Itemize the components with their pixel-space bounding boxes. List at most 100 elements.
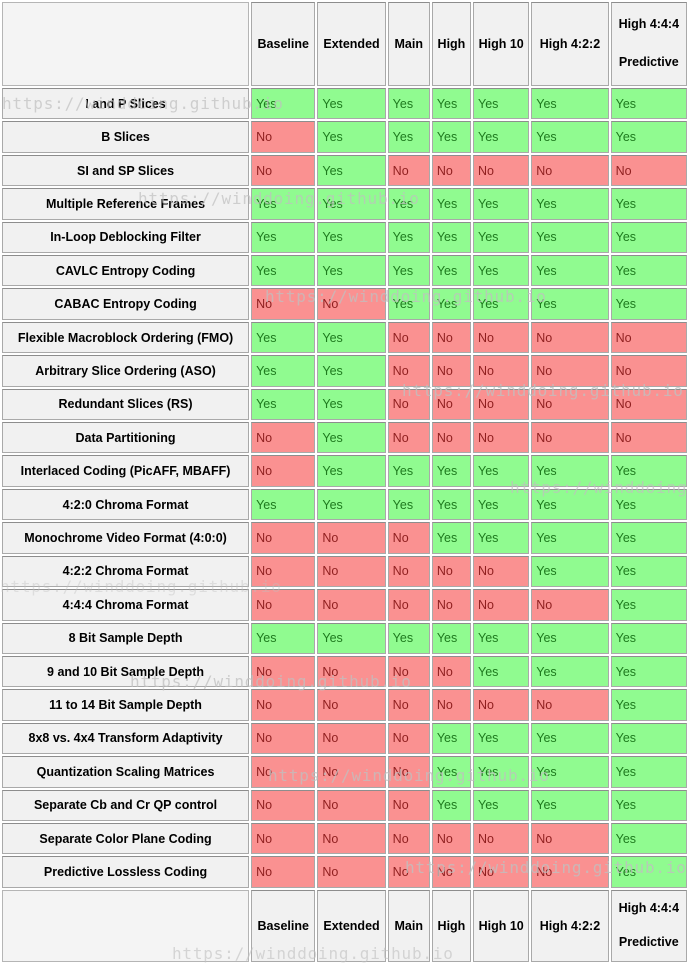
- yes-cell: Yes: [473, 789, 530, 821]
- yes-cell: Yes: [251, 88, 316, 120]
- yes-cell: Yes: [531, 88, 609, 120]
- feature-row: 8x8 vs. 4x4 Transform Adaptivity No No No Ye…: [2, 722, 687, 755]
- no-cell: No: [531, 422, 609, 454]
- no-cell: No: [610, 388, 687, 421]
- yes-cell: Yes: [387, 255, 430, 287]
- no-cell: No: [431, 321, 472, 354]
- yes-cell: Yes: [387, 121, 430, 153]
- no-cell: No: [531, 321, 609, 354]
- no-cell: No: [387, 589, 430, 621]
- feature-label: Quantization Scaling Matrices: [2, 756, 250, 788]
- no-cell: No: [317, 789, 386, 821]
- no-cell: No: [473, 555, 530, 588]
- no-cell: No: [387, 722, 430, 755]
- yes-cell: Yes: [387, 88, 430, 120]
- no-cell: No: [431, 589, 472, 621]
- yes-cell: Yes: [251, 488, 316, 521]
- feature-label: Interlaced Coding (PicAFF, MBAFF): [2, 455, 250, 487]
- profile-column-label: High 10: [478, 37, 524, 51]
- profile-column-label: Main: [394, 37, 423, 51]
- feature-label: CAVLC Entropy Coding: [2, 255, 250, 287]
- no-cell: No: [387, 321, 430, 354]
- yes-cell: Yes: [610, 622, 687, 654]
- no-cell: No: [431, 154, 472, 187]
- profile-column-label: Baseline: [257, 919, 309, 933]
- yes-cell: Yes: [251, 321, 316, 354]
- footer-profile-high-4-2-2: High 4:2:2: [531, 890, 609, 962]
- no-cell: No: [531, 856, 609, 888]
- no-cell: No: [431, 689, 472, 721]
- yes-cell: Yes: [317, 221, 386, 254]
- yes-cell: Yes: [473, 488, 530, 521]
- feature-row: Separate Color Plane Coding No No No No No No Y…: [2, 822, 687, 855]
- header-profile-high: High: [431, 2, 472, 86]
- no-cell: No: [473, 355, 530, 387]
- header-profile-extended: Extended: [317, 2, 386, 86]
- no-cell: No: [317, 856, 386, 888]
- no-cell: No: [531, 589, 609, 621]
- yes-cell: Yes: [531, 288, 609, 320]
- no-cell: No: [387, 822, 430, 855]
- yes-cell: Yes: [317, 422, 386, 454]
- yes-cell: Yes: [473, 255, 530, 287]
- yes-cell: Yes: [531, 455, 609, 487]
- yes-cell: Yes: [531, 789, 609, 821]
- yes-cell: Yes: [251, 355, 316, 387]
- feature-row: CAVLC Entropy Coding Yes Yes Yes Yes Yes Yes Ye…: [2, 255, 687, 287]
- no-cell: No: [531, 388, 609, 421]
- no-cell: No: [387, 655, 430, 688]
- yes-cell: Yes: [317, 188, 386, 220]
- no-cell: No: [431, 856, 472, 888]
- feature-row: Arbitrary Slice Ordering (ASO) Yes Yes No No…: [2, 355, 687, 387]
- feature-row: Interlaced Coding (PicAFF, MBAFF) No Yes Ye…: [2, 455, 687, 487]
- no-cell: No: [387, 756, 430, 788]
- feature-label: 11 to 14 Bit Sample Depth: [2, 689, 250, 721]
- no-cell: No: [473, 154, 530, 187]
- yes-cell: Yes: [387, 455, 430, 487]
- no-cell: No: [251, 722, 316, 755]
- profile-column-label: Predictive: [618, 935, 679, 949]
- feature-label: SI and SP Slices: [2, 154, 250, 187]
- feature-row: Redundant Slices (RS) Yes Yes No No No No No: [2, 388, 687, 421]
- yes-cell: Yes: [610, 655, 687, 688]
- no-cell: No: [317, 722, 386, 755]
- no-cell: No: [251, 121, 316, 153]
- footer-row: Baseline Extended Main High High 10 High 4:2:…: [2, 890, 687, 962]
- feature-row: 8 Bit Sample Depth Yes Yes Yes Yes Yes Yes Yes: [2, 622, 687, 654]
- feature-label: 9 and 10 Bit Sample Depth: [2, 655, 250, 688]
- yes-cell: Yes: [431, 121, 472, 153]
- no-cell: No: [317, 288, 386, 320]
- feature-row: Flexible Macroblock Ordering (FMO) Yes Yes…: [2, 321, 687, 354]
- yes-cell: Yes: [473, 121, 530, 153]
- yes-cell: Yes: [531, 756, 609, 788]
- yes-cell: Yes: [317, 88, 386, 120]
- yes-cell: Yes: [431, 188, 472, 220]
- yes-cell: Yes: [610, 689, 687, 721]
- yes-cell: Yes: [531, 188, 609, 220]
- no-cell: No: [387, 689, 430, 721]
- yes-cell: Yes: [610, 555, 687, 588]
- feature-label: Data Partitioning: [2, 422, 250, 454]
- yes-cell: Yes: [610, 789, 687, 821]
- feature-label: CABAC Entropy Coding: [2, 288, 250, 320]
- yes-cell: Yes: [531, 555, 609, 588]
- feature-label: 4:2:0 Chroma Format: [2, 488, 250, 521]
- yes-cell: Yes: [317, 622, 386, 654]
- header-profile-high-4-4-4-predictive: High 4:4:4 Predictive: [610, 2, 687, 86]
- yes-cell: Yes: [387, 221, 430, 254]
- no-cell: No: [431, 355, 472, 387]
- yes-cell: Yes: [610, 88, 687, 120]
- feature-label: Arbitrary Slice Ordering (ASO): [2, 355, 250, 387]
- yes-cell: Yes: [431, 789, 472, 821]
- yes-cell: Yes: [531, 655, 609, 688]
- no-cell: No: [473, 689, 530, 721]
- no-cell: No: [431, 655, 472, 688]
- no-cell: No: [387, 789, 430, 821]
- yes-cell: Yes: [251, 221, 316, 254]
- no-cell: No: [251, 288, 316, 320]
- no-cell: No: [531, 154, 609, 187]
- no-cell: No: [251, 756, 316, 788]
- yes-cell: Yes: [610, 722, 687, 755]
- no-cell: No: [317, 655, 386, 688]
- profile-column-label: High: [437, 919, 466, 933]
